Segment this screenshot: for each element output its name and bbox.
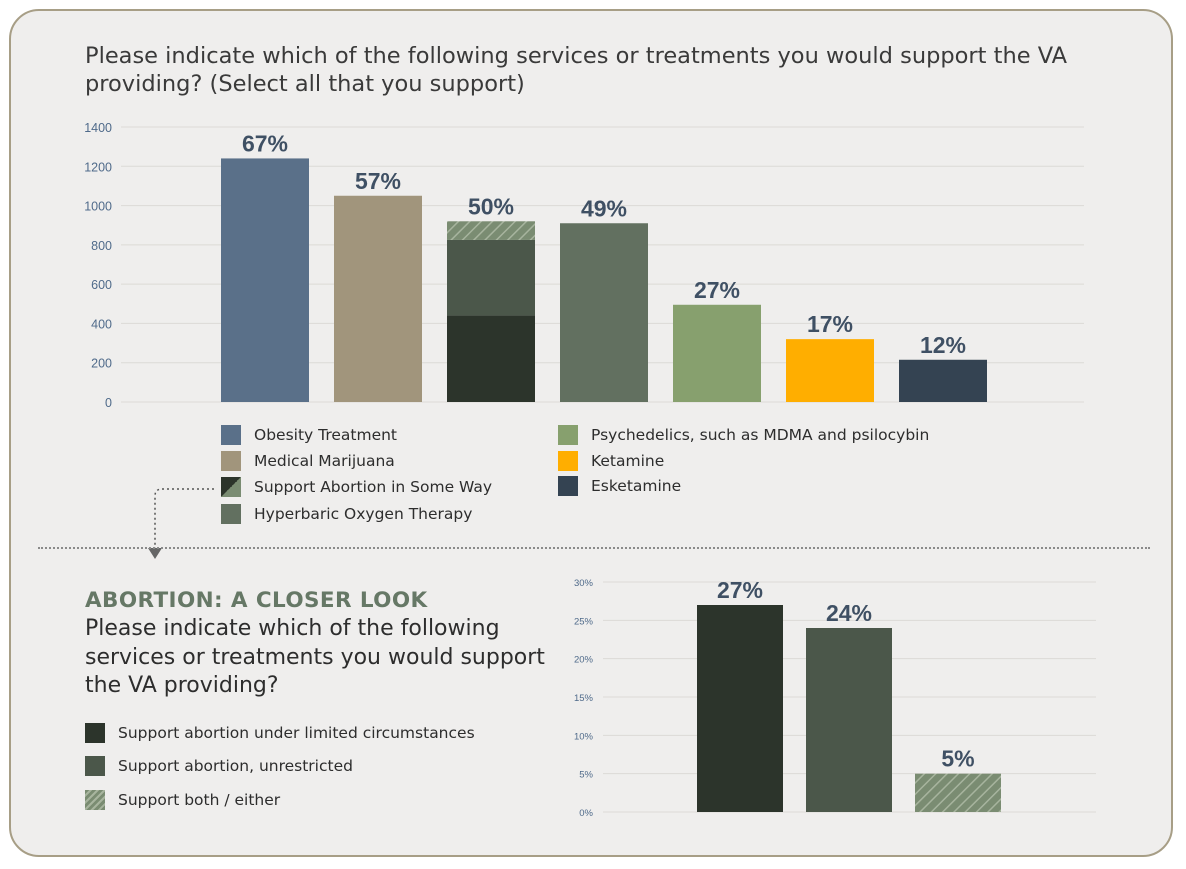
bar-segment-abortion <box>447 239 535 316</box>
bar <box>334 195 422 402</box>
y-tick-label: 20% <box>574 655 594 666</box>
legend-swatch-marijuana <box>221 451 241 471</box>
legend-label: Support both / either <box>118 791 281 809</box>
legend-item-obesity: Obesity Treatment <box>221 425 397 445</box>
y-tick-label: 1200 <box>84 160 112 174</box>
y-tick-label: 25% <box>574 616 594 627</box>
legend-label: Support abortion, unrestricted <box>118 757 353 775</box>
bar <box>560 223 648 402</box>
bar <box>899 359 987 402</box>
legend-item-both: Support both / either <box>85 790 280 810</box>
section-divider <box>38 547 1150 549</box>
bar-value-label: 57% <box>355 168 401 194</box>
y-tick-label: 30% <box>574 578 594 589</box>
bar <box>221 158 309 402</box>
bar-value-label: 27% <box>694 277 740 303</box>
legend-swatch-psychedelics <box>558 425 578 445</box>
infographic-card <box>9 9 1173 857</box>
bar-value-label: 5% <box>941 746 974 772</box>
legend-label: Support abortion under limited circumsta… <box>118 724 475 742</box>
section-heading: ABORTION: A CLOSER LOOK <box>85 588 428 613</box>
y-tick-label: 200 <box>91 357 112 371</box>
legend-label: Esketamine <box>591 477 682 495</box>
legend-swatch-both <box>85 790 105 810</box>
y-tick-label: 0% <box>579 808 593 819</box>
legend-label: Obesity Treatment <box>254 426 398 444</box>
legend-swatch-esketamine <box>558 476 578 496</box>
section-question: Please indicate which of the following s… <box>85 616 545 698</box>
bar-value-label: 17% <box>807 311 853 337</box>
bar-value-label: 27% <box>717 577 763 603</box>
bar-segment-abortion <box>447 315 535 402</box>
bar-value-label: 67% <box>242 130 288 156</box>
y-tick-label: 5% <box>579 770 593 781</box>
legend-swatch-ketamine <box>558 451 578 471</box>
chart-title: Please indicate which of the following s… <box>85 43 1068 97</box>
legend-item-abortion: Support Abortion in Some Way <box>221 477 492 497</box>
legend-item-hyperbaric: Hyperbaric Oxygen Therapy <box>221 504 472 524</box>
bar-segment-abortion <box>447 221 535 240</box>
legend-label: Medical Marijuana <box>254 452 395 470</box>
bar-value-label: 49% <box>581 195 627 221</box>
bar <box>806 628 892 812</box>
legend-item-unrestricted: Support abortion, unrestricted <box>85 756 353 776</box>
legend-item-esketamine: Esketamine <box>558 476 681 496</box>
y-tick-label: 1000 <box>84 200 112 214</box>
bar-value-label: 24% <box>826 600 872 626</box>
legend-swatch-limited <box>85 723 105 743</box>
legend-item-marijuana: Medical Marijuana <box>221 451 395 471</box>
bar <box>697 605 783 812</box>
bar <box>915 773 1001 812</box>
y-tick-label: 600 <box>91 278 112 292</box>
bar <box>673 304 761 402</box>
legend-item-ketamine: Ketamine <box>558 451 664 471</box>
legend-label: Hyperbaric Oxygen Therapy <box>254 505 473 523</box>
y-tick-label: 15% <box>574 693 594 704</box>
y-tick-label: 400 <box>91 317 112 331</box>
legend-item-limited: Support abortion under limited circumsta… <box>85 723 475 743</box>
legend-item-psychedelics: Psychedelics, such as MDMA and psilocybi… <box>558 425 929 445</box>
legend-swatch-obesity <box>221 425 241 445</box>
y-tick-label: 800 <box>91 239 112 253</box>
y-tick-label: 0 <box>105 396 112 410</box>
bar <box>786 339 874 402</box>
legend-label: Ketamine <box>591 452 665 470</box>
y-tick-label: 10% <box>574 731 594 742</box>
legend-label: Psychedelics, such as MDMA and psilocybi… <box>591 426 930 444</box>
bar-value-label: 50% <box>468 193 514 219</box>
legend-swatch-hyperbaric <box>221 504 241 524</box>
legend-label: Support Abortion in Some Way <box>254 478 493 496</box>
legend-swatch-unrestricted <box>85 756 105 776</box>
y-tick-label: 1400 <box>84 121 112 135</box>
legend-swatch-abortion <box>221 477 241 497</box>
bar-value-label: 12% <box>920 332 966 358</box>
